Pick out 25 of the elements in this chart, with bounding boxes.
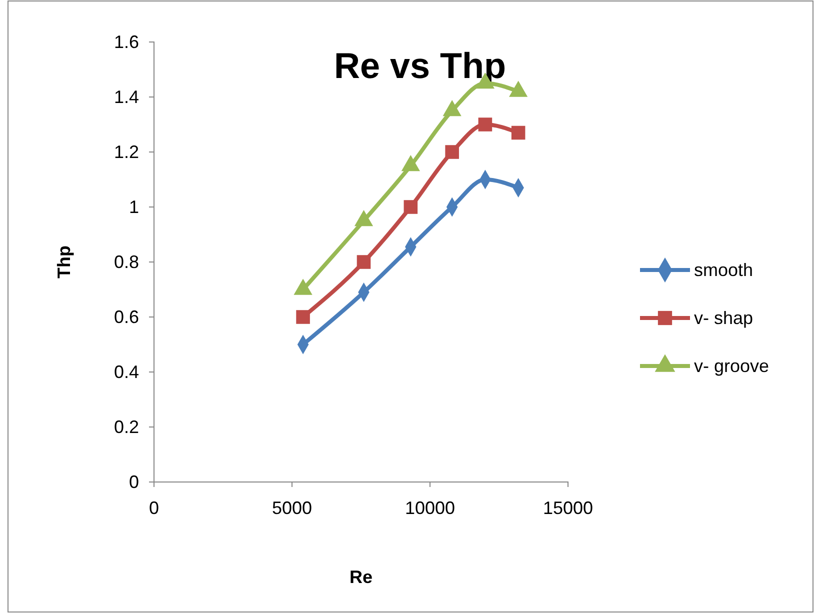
y-tick-label: 0 — [128, 472, 139, 492]
chart-title: Re vs Thp — [334, 45, 506, 86]
point — [445, 145, 459, 159]
y-tick-label: 0.2 — [114, 416, 139, 437]
point — [478, 118, 492, 132]
point — [511, 126, 526, 140]
y-tick-label: 0.6 — [114, 306, 139, 327]
point — [356, 255, 371, 269]
legend-label: smooth — [694, 260, 754, 280]
legend-label: v- groove — [694, 356, 770, 376]
y-tick-label: 0.8 — [114, 252, 139, 272]
y-tick-label: 1.4 — [114, 86, 139, 107]
x-axis-title: Re — [349, 567, 373, 587]
y-tick-label: 1 — [128, 196, 139, 217]
y-axis-title: Thp — [54, 246, 74, 278]
point — [296, 310, 310, 324]
point — [404, 200, 418, 214]
x-tick-label: 0 — [148, 498, 160, 518]
y-tick-label: 1.2 — [114, 142, 139, 162]
y-tick-label: 0.4 — [114, 362, 139, 382]
y-tick-label: 1.6 — [114, 32, 139, 52]
legend-label: v- shap — [694, 308, 754, 328]
x-tick-label: 5000 — [272, 498, 312, 518]
x-tick-label: 15000 — [542, 498, 594, 518]
x-tick-label: 10000 — [404, 498, 456, 518]
